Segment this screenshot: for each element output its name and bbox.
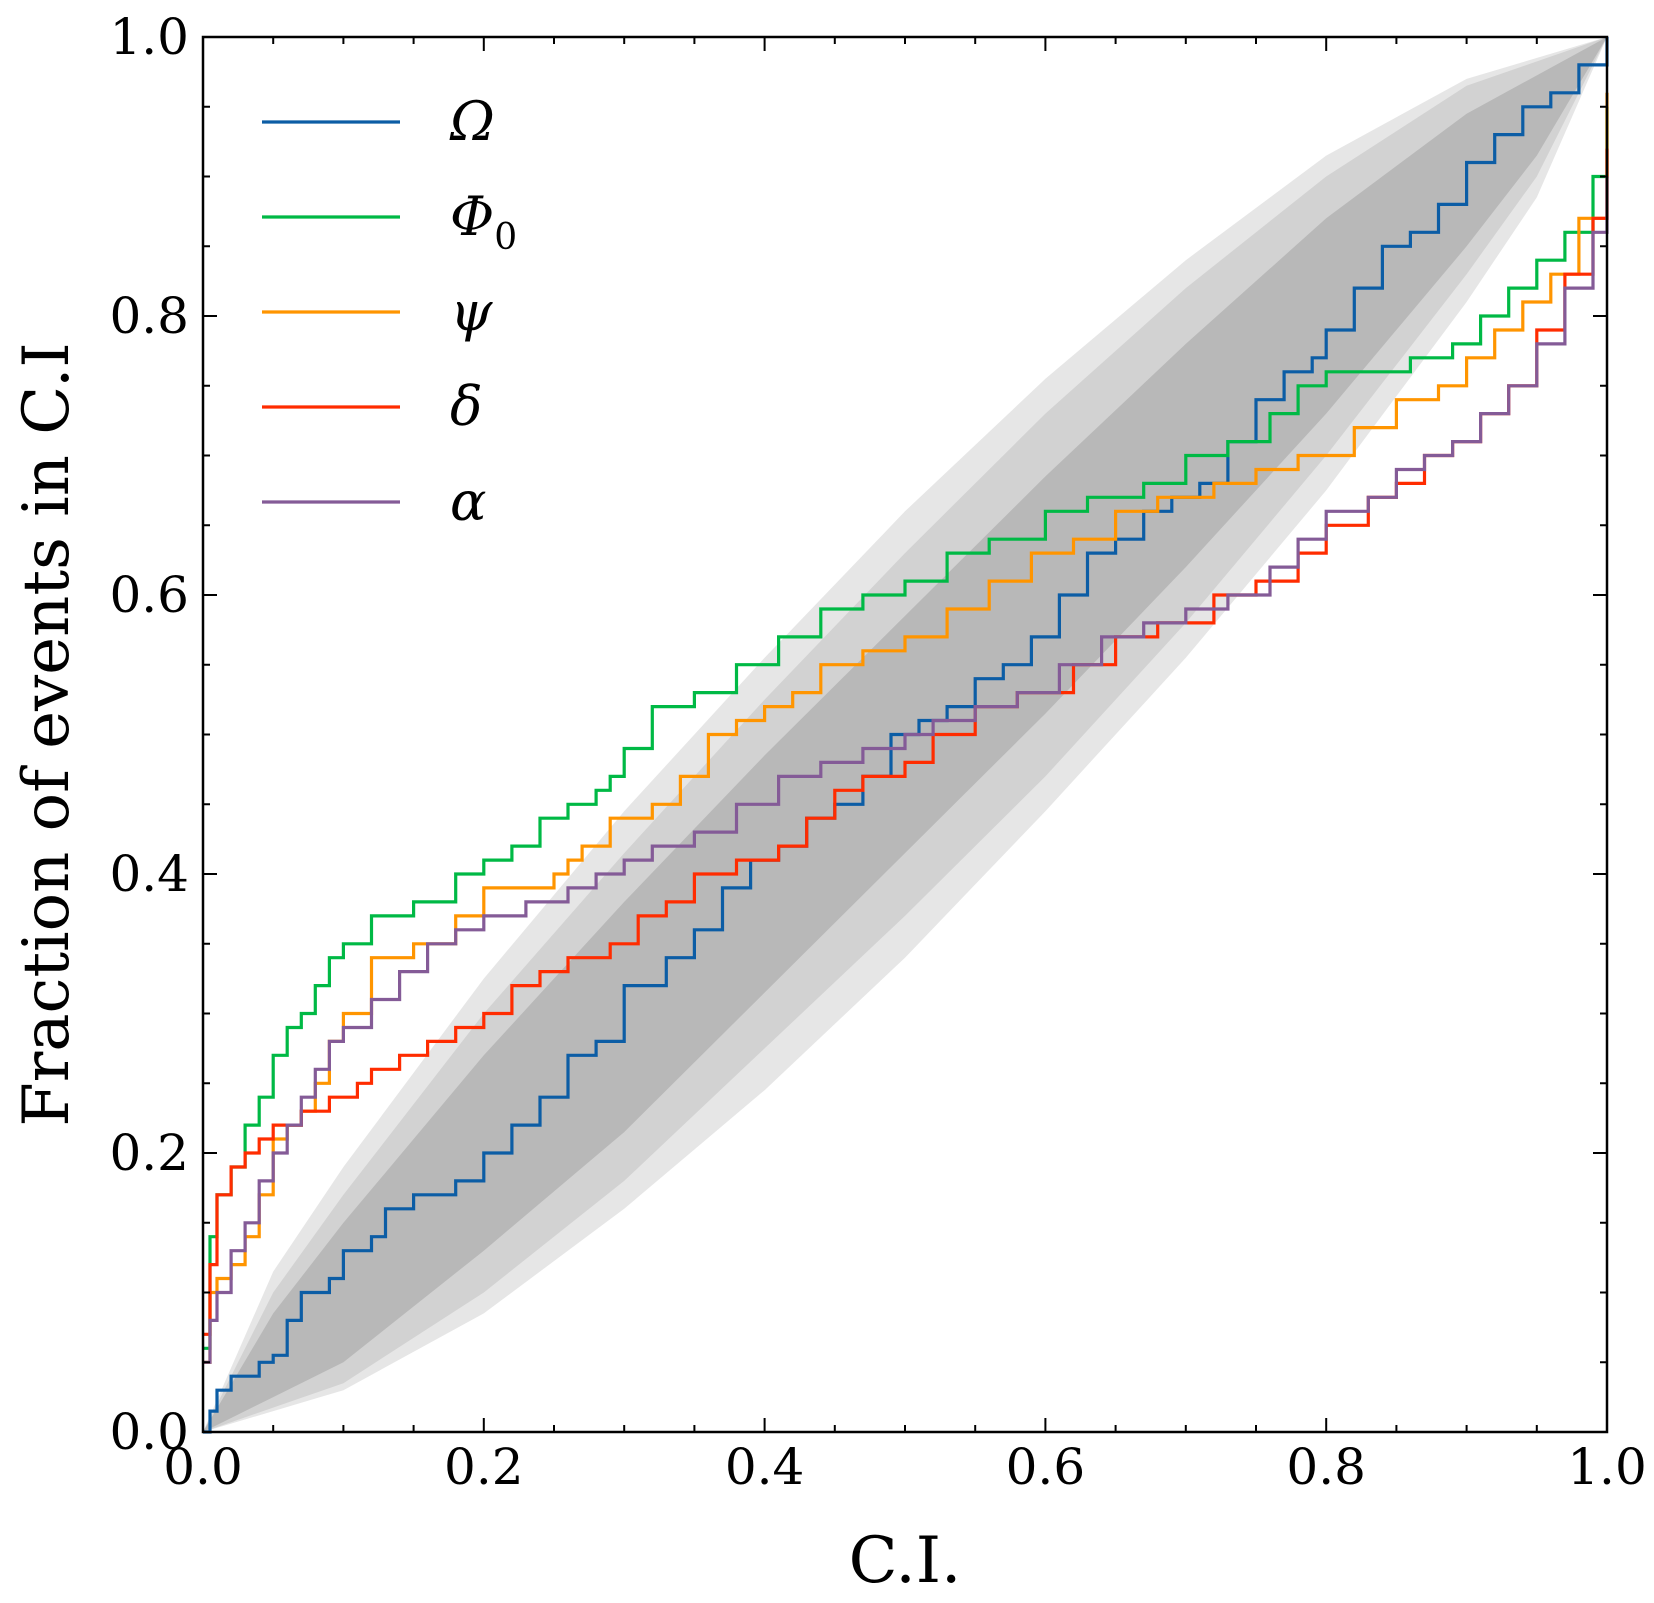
- y-tick-label: 1.0: [109, 8, 189, 66]
- x-tick-label: 0.0: [163, 1438, 243, 1496]
- x-tick-label: 0.4: [725, 1438, 805, 1496]
- y-tick-label: 0.8: [109, 287, 189, 345]
- x-tick-label: 1.0: [1567, 1438, 1647, 1496]
- x-tick-label: 0.6: [1006, 1438, 1086, 1496]
- series-lines: [203, 37, 1609, 1434]
- legend-label-1: Φ0: [450, 185, 517, 258]
- y-tick-label: 0.2: [109, 1124, 189, 1182]
- y-axis-label: Fraction of events in C.I: [10, 342, 84, 1126]
- legend: Ω Φ0 ψδα: [262, 90, 517, 533]
- x-tick-label: 0.2: [444, 1438, 524, 1496]
- legend-subscript-1: 0: [494, 217, 517, 258]
- x-tick-labels: 0.0 0.2 0.4 0.6 0.8 1.0: [163, 1438, 1647, 1496]
- legend-label-2: ψ: [450, 280, 493, 343]
- legend-label-0: Ω: [449, 90, 495, 153]
- legend-label-4: α: [450, 470, 486, 533]
- y-tick-label: 0.6: [109, 566, 189, 624]
- x-tick-label: 0.8: [1286, 1438, 1366, 1496]
- series-line-3: [203, 148, 1609, 1336]
- y-tick-label: 0.0: [109, 1403, 189, 1461]
- series-line-1: [203, 106, 1609, 1350]
- x-axis-label: C.I.: [849, 1524, 962, 1598]
- series-line-4: [203, 176, 1609, 1364]
- y-tick-labels: 0.0 0.2 0.4 0.6 0.8 1.0: [109, 8, 189, 1461]
- y-tick-label: 0.4: [109, 845, 189, 903]
- axis-ticks: [202, 36, 1608, 1433]
- legend-label-3: δ: [450, 375, 483, 438]
